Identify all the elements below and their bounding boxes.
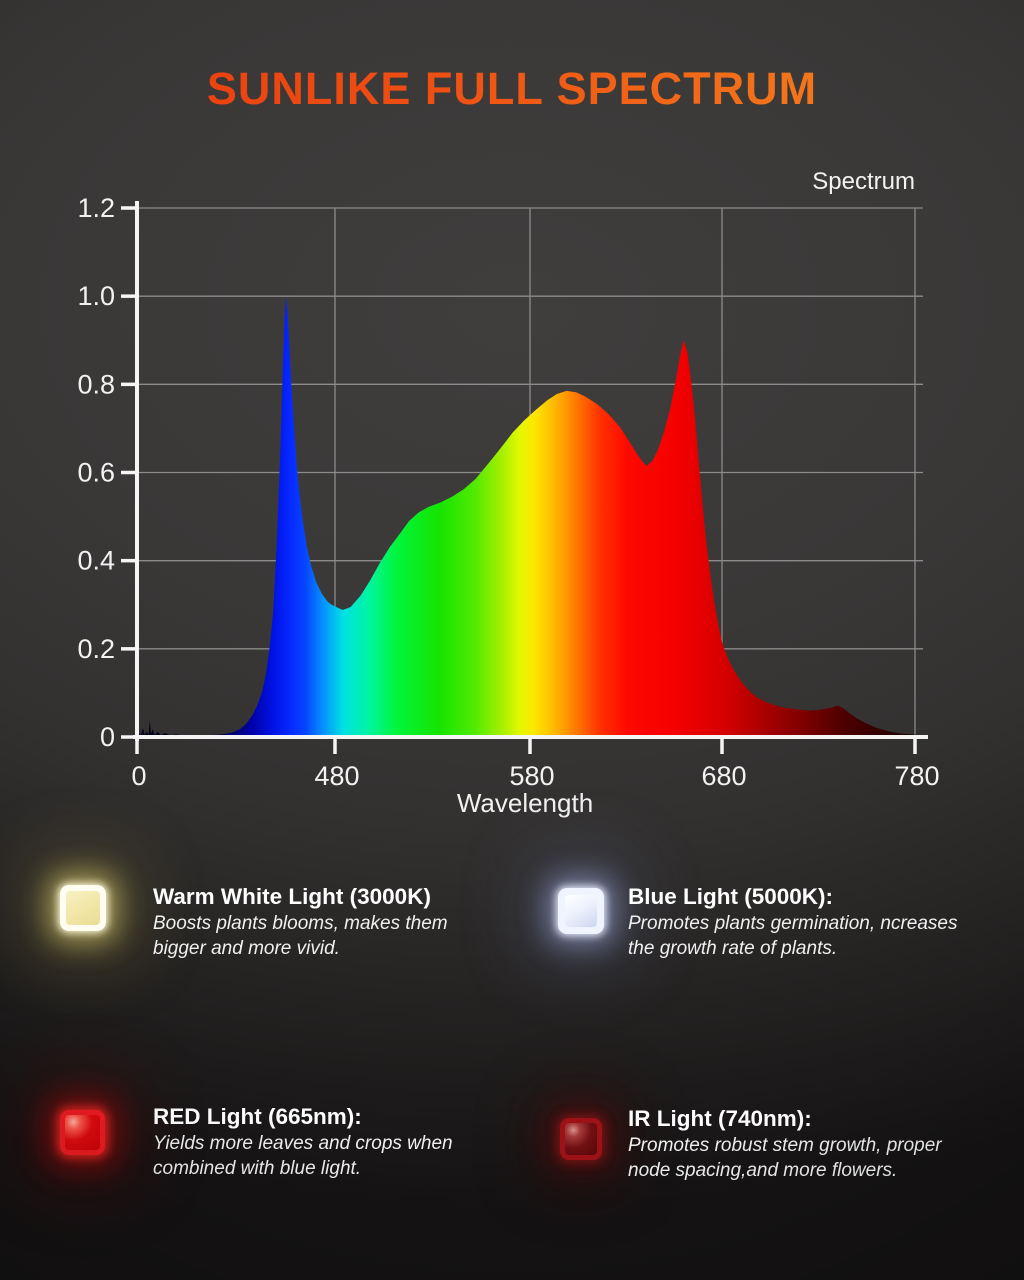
- legend-item-ir: IR Light (740nm): Promotes robust stem g…: [556, 1102, 996, 1212]
- legend-desc-blue: Promotes plants germination, ncreases th…: [628, 912, 973, 961]
- legend-item-warm-white: Warm White Light (3000K) Boosts plants b…: [60, 880, 500, 990]
- blue-led-chip: [565, 895, 597, 927]
- x-tick-label: 680: [701, 761, 746, 791]
- y-tick-label: 1.0: [77, 281, 115, 311]
- tick-labels: 0 0.2 0.4 0.6 0.8 1.0 1.2 0 480 580 680 780: [77, 193, 939, 791]
- legend-text-blue: Blue Light (5000K): Promotes plants germ…: [628, 880, 973, 961]
- y-tick-label: 0.8: [77, 369, 115, 399]
- legend-title-warm-white: Warm White Light (3000K): [153, 884, 431, 909]
- legend-item-red: RED Light (665nm): Yields more leaves an…: [60, 1100, 500, 1210]
- page-title: SUNLIKE FULL SPECTRUM: [0, 66, 1024, 111]
- legend-desc-line: Boosts plants blooms, makes them: [153, 913, 448, 934]
- y-tick-label: 0.4: [77, 546, 115, 576]
- legend-text-ir: IR Light (740nm): Promotes robust stem g…: [628, 1102, 973, 1183]
- legend-desc-warm-white: Boosts plants blooms, makes them bigger …: [153, 912, 498, 961]
- legend-desc-line: bigger and more vivid.: [153, 937, 340, 959]
- y-tick-label: 0: [100, 722, 115, 752]
- x-tick-label: 780: [894, 761, 939, 791]
- legend-title-blue: Blue Light (5000K):: [628, 884, 834, 909]
- legend-text-warm-white: Warm White Light (3000K) Boosts plants b…: [153, 880, 498, 961]
- y-tick-label: 0.6: [77, 458, 115, 488]
- legend-title-ir: IR Light (740nm):: [628, 1106, 812, 1131]
- y-tick-label: 1.2: [77, 193, 115, 223]
- legend-desc-line: combined with blue light.: [153, 1157, 362, 1179]
- y-tick-label: 0.2: [77, 634, 115, 664]
- legend-desc-ir: Promotes robust stem growth, proper node…: [628, 1134, 973, 1183]
- x-tick-label: 0: [131, 761, 146, 791]
- blue-led-icon: [558, 888, 604, 934]
- spectrum-chart: 0 0.2 0.4 0.6 0.8 1.0 1.2 0 480 580 680 780 Waveleng…: [77, 168, 939, 818]
- ir-led-chip: [565, 1123, 597, 1155]
- warm-white-led-chip: [66, 891, 100, 925]
- legend-desc-line: Promotes robust stem growth, proper: [628, 1135, 942, 1156]
- ticks: [121, 206, 917, 754]
- red-led-icon: [60, 1110, 105, 1155]
- legend-desc-red: Yields more leaves and crops when combin…: [153, 1132, 498, 1181]
- x-tick-label: 580: [509, 761, 554, 791]
- red-led-chip: [65, 1115, 100, 1150]
- legend-desc-line: the growth rate of plants.: [628, 937, 838, 959]
- ir-led-icon: [560, 1118, 602, 1160]
- x-tick-label: 480: [314, 761, 359, 791]
- legend-item-blue: Blue Light (5000K): Promotes plants germ…: [556, 880, 996, 990]
- legend-desc-line: node spacing,and more flowers.: [628, 1159, 898, 1181]
- chart-title: Spectrum: [812, 168, 915, 195]
- warm-white-led-icon: [60, 885, 106, 931]
- legend-desc-line: Yields more leaves and crops when: [153, 1133, 453, 1154]
- legend-title-red: RED Light (665nm):: [153, 1104, 362, 1129]
- spectrum-area: [137, 296, 923, 737]
- x-axis-label: Wavelength: [457, 788, 593, 818]
- legend-desc-line: Promotes plants germination, ncreases: [628, 913, 958, 934]
- legend-text-red: RED Light (665nm): Yields more leaves an…: [153, 1100, 498, 1181]
